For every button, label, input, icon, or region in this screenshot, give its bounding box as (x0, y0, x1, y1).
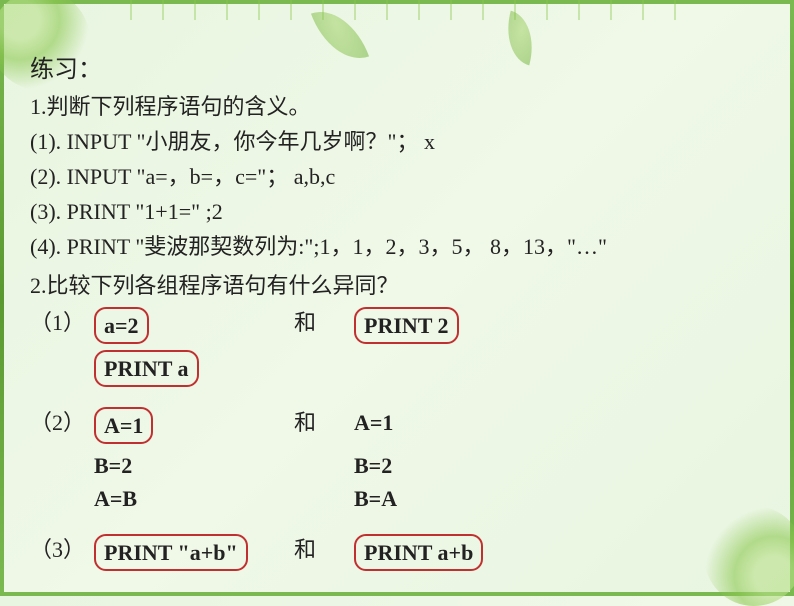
q1-title: 1.判断下列程序语句的含义。 (30, 90, 764, 123)
q1-item-1: (1). INPUT "小朋友，你今年几岁啊？"； x (30, 125, 764, 158)
and-word: 和 (294, 406, 354, 439)
group-label: （2） (30, 406, 94, 439)
q1-item-3: (3). PRINT "1+1=" ;2 (30, 195, 764, 228)
q2-group-3: （3） PRINT "a+b" 和 PRINT a+b (30, 533, 764, 572)
group-label: （3） (30, 533, 94, 566)
q2-group-2: （2） A=1 和 A=1 (30, 406, 764, 445)
q2-group-2-line3: A=B B=A (94, 482, 764, 515)
code-box-left: PRINT a (94, 350, 199, 387)
q1-item-2: (2). INPUT "a=，b=，c="； a,b,c (30, 160, 764, 193)
slide-content: 练习： 1.判断下列程序语句的含义。 (1). INPUT "小朋友，你今年几岁… (0, 0, 794, 596)
code-left: B=2 (94, 453, 132, 478)
code-box-left: A=1 (94, 407, 153, 444)
code-box-left: PRINT "a+b" (94, 534, 248, 571)
q2-group-2-line2: B=2 B=2 (94, 449, 764, 482)
code-right: B=2 (354, 453, 392, 478)
and-word: 和 (294, 533, 354, 566)
code-left: A=B (94, 486, 137, 511)
group-label: （1） (30, 306, 94, 339)
code-right: B=A (354, 486, 397, 511)
code-right: A=1 (354, 410, 393, 435)
q1-item-4: (4). PRINT "斐波那契数列为:";1，1，2，3，5， 8，13，"…… (30, 230, 764, 263)
q2-group-1: （1） a=2 和 PRINT 2 (30, 306, 764, 345)
heading: 练习： (30, 52, 764, 88)
and-word: 和 (294, 306, 354, 339)
code-box-right: PRINT a+b (354, 534, 483, 571)
code-box-left: a=2 (94, 307, 149, 344)
q2-title: 2.比较下列各组程序语句有什么异同？ (30, 269, 764, 302)
q2-group-1-line2: PRINT a (94, 349, 764, 388)
code-box-right: PRINT 2 (354, 307, 459, 344)
